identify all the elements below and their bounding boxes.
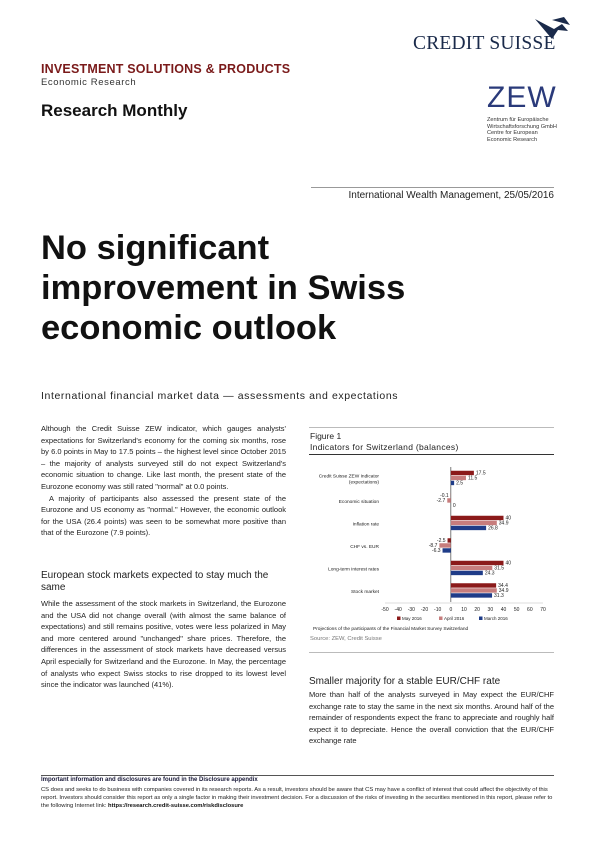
bar <box>450 520 497 526</box>
data-label: 0 <box>453 503 456 509</box>
divider <box>309 652 554 653</box>
category-label: Credit Suisse ZEW Indicator <box>319 473 380 479</box>
paragraph: Although the Credit Suisse ZEW indicator… <box>41 424 286 491</box>
data-label: -2.7 <box>437 498 446 504</box>
brand-wordmark: CREDIT SUISSE <box>413 33 556 54</box>
bar <box>450 565 493 571</box>
bar <box>447 538 451 543</box>
chart-annotation: Projections of the participants of the F… <box>313 626 469 632</box>
data-label: -0.1 <box>440 493 449 499</box>
data-label: -2.5 <box>437 538 446 544</box>
bar <box>442 548 451 553</box>
x-tick-label: -40 <box>395 607 402 613</box>
data-label: 31.3 <box>494 593 504 599</box>
data-label: 31.5 <box>494 566 504 572</box>
data-label: 34.9 <box>499 521 509 527</box>
x-tick-label: -20 <box>421 607 428 613</box>
x-tick-label: -50 <box>381 607 388 613</box>
zew-logo: ZEW <box>487 81 557 114</box>
x-tick-label: 60 <box>527 607 533 613</box>
disclosure-text: CS does and seeks to do business with co… <box>41 786 554 811</box>
page-title: No significant improvement in Swiss econ… <box>41 228 561 348</box>
bar <box>450 470 474 476</box>
bar <box>450 560 504 566</box>
publication-series: Research Monthly <box>41 101 188 120</box>
divider <box>41 775 554 776</box>
paragraph: More than half of the analysts surveyed … <box>309 690 554 746</box>
data-label: 11.5 <box>468 476 478 482</box>
data-label: 2.5 <box>456 481 463 487</box>
bar <box>450 515 504 521</box>
zew-tagline-line: Economic Research <box>487 136 538 143</box>
data-label: 40 <box>506 516 512 522</box>
data-label: -8.7 <box>429 543 438 549</box>
zew-tagline-line: Centre for European <box>487 130 538 137</box>
data-label: 24.3 <box>485 571 495 577</box>
divider <box>309 427 554 428</box>
disclosure-body: CS does and seeks to do business with co… <box>41 787 553 810</box>
disclosure-link[interactable]: https://research.credit-suisse.com/riskd… <box>108 803 244 810</box>
bar <box>447 498 451 503</box>
title-line: No significant <box>41 229 270 267</box>
section-heading: European stock markets expected to stay … <box>41 570 269 593</box>
category-label: Inflation rate <box>353 521 380 527</box>
category-label: Long-term interest rates <box>328 566 380 572</box>
bar <box>450 570 483 576</box>
department-label: INVESTMENT SOLUTIONS & PRODUCTS <box>41 62 291 76</box>
data-label: -6.3 <box>432 548 441 554</box>
x-tick-label: 10 <box>461 607 467 613</box>
credit-suisse-sails-icon <box>535 17 570 39</box>
x-tick-label: -10 <box>434 607 441 613</box>
paragraph: A majority of participants also assessed… <box>41 493 286 538</box>
divider <box>309 454 554 455</box>
legend-label: March 2016 <box>484 616 508 621</box>
bar <box>439 543 451 548</box>
zew-tagline-line: Zentrum für Europäische <box>487 117 549 123</box>
bar <box>450 583 497 588</box>
data-label: 26.8 <box>488 526 498 532</box>
data-label: 34.4 <box>498 583 508 589</box>
data-label: 34.9 <box>499 588 509 594</box>
bar <box>450 475 466 481</box>
zew-tagline-line: Wirtschaftsforschung GmbH <box>487 123 557 130</box>
x-tick-label: 20 <box>474 607 480 613</box>
figure-source: Source: ZEW, Credit Suisse <box>310 636 382 642</box>
divider <box>311 187 554 188</box>
x-tick-label: 0 <box>449 607 452 613</box>
indicators-bar-chart: Credit Suisse ZEW Indicator(expectations… <box>313 467 546 632</box>
legend-swatch <box>397 616 401 620</box>
disclosure-heading: Important information and disclosures ar… <box>41 777 258 783</box>
data-label: 17.5 <box>476 471 486 477</box>
x-tick-label: 50 <box>514 607 520 613</box>
bar <box>450 480 455 486</box>
zew-tagline: Zentrum für Europäische Wirtschaftsforsc… <box>487 117 567 143</box>
x-tick-label: -30 <box>408 607 415 613</box>
x-tick-label: 30 <box>488 607 494 613</box>
figure-title: Indicators for Switzerland (balances) <box>310 442 459 452</box>
category-label: Stock market <box>351 589 380 595</box>
subdepartment-label: Economic Research <box>41 77 137 88</box>
legend-swatch <box>479 616 483 620</box>
dateline: International Wealth Management, 25/05/2… <box>348 190 554 201</box>
data-label: 40 <box>506 561 512 567</box>
title-line: improvement in Swiss <box>41 269 406 307</box>
legend-label: April 2016 <box>444 616 465 621</box>
page-subtitle: International financial market data — as… <box>41 390 399 402</box>
category-label: (expectations) <box>349 479 380 485</box>
x-tick-label: 40 <box>501 607 507 613</box>
bar <box>450 593 493 598</box>
legend-swatch <box>439 616 443 620</box>
paragraph: While the assessment of the stock market… <box>41 599 286 690</box>
bar <box>450 588 497 593</box>
category-label: CHF vs. EUR <box>350 544 379 550</box>
legend-label: May 2016 <box>402 616 422 621</box>
category-label: Economic situation <box>339 499 380 505</box>
x-tick-label: 70 <box>540 607 546 613</box>
title-line: economic outlook <box>41 309 337 347</box>
figure-label: Figure 1 <box>310 431 342 441</box>
article-body-left: Although the Credit Suisse ZEW indicator… <box>41 423 286 539</box>
bar <box>450 525 487 531</box>
section-heading: Smaller majority for a stable EUR/CHF ra… <box>309 676 501 687</box>
